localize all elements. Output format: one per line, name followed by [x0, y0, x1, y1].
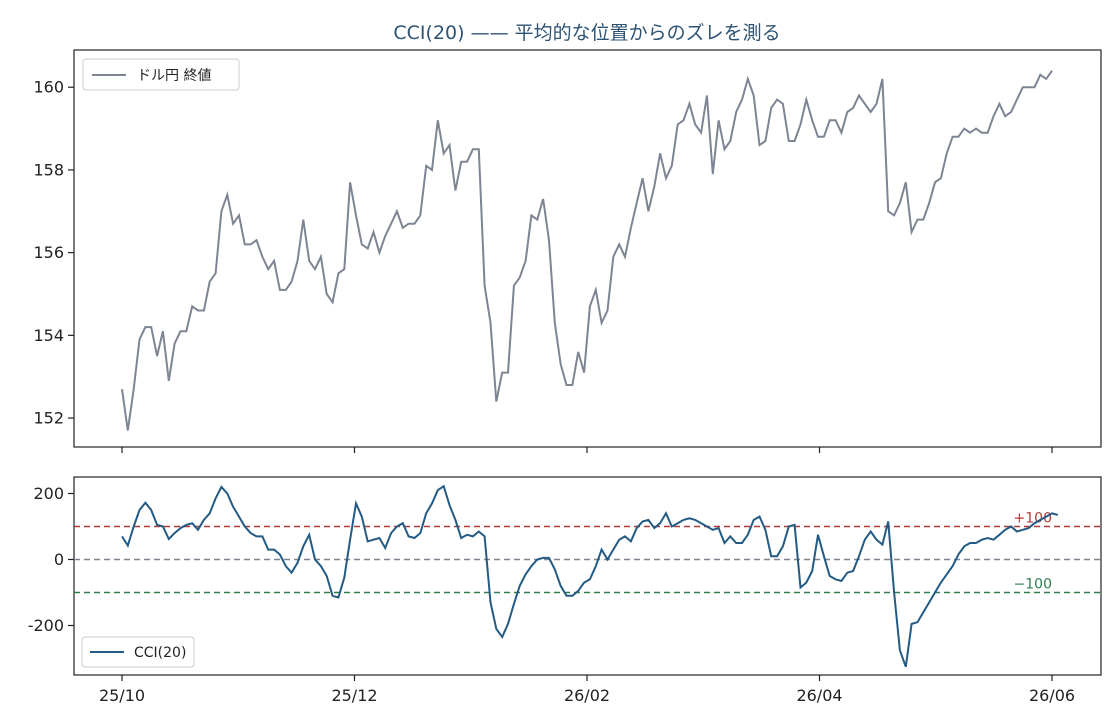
price-legend-box [82, 58, 240, 91]
price-legend-label: ドル円 終値 [137, 68, 211, 84]
price-y-tick-label: 154 [33, 326, 64, 345]
cci-y-axis: 200 0 -200 [28, 484, 74, 635]
cci-reference-lines: +100 −100 [74, 511, 1101, 594]
cci-x-tick-label: 26/04 [796, 686, 842, 705]
cci-panel: +100 −100 200 0 -200 25/10 25/12 26/02 26/04 26… [28, 476, 1102, 705]
price-y-axis: 152 154 156 158 160 [33, 78, 74, 428]
cci-reference-label: −100 [1014, 577, 1052, 593]
price-y-tick-label: 156 [33, 243, 64, 262]
cci-legend: CCI(20) [81, 636, 195, 668]
cci-plot-frame [73, 476, 1102, 676]
cci-y-tick-label: -200 [28, 616, 64, 635]
cci-x-tick-label: 25/12 [331, 686, 377, 705]
price-y-tick-label: 158 [33, 160, 64, 179]
price-panel: 152 154 156 158 160 ドル円 終値 [33, 49, 1102, 453]
price-y-tick-label: 160 [33, 78, 64, 97]
cci-legend-label: CCI(20) [134, 645, 186, 661]
price-series-line [121, 70, 1053, 431]
price-x-axis [121, 447, 1053, 453]
cci-x-axis: 25/10 25/12 26/02 26/04 26/06 [99, 675, 1075, 705]
cci-y-tick-label: 0 [54, 550, 64, 569]
cci-reference-label: +100 [1014, 511, 1052, 527]
chart-title: CCI(20) —— 平均的な位置からのズレを測る [393, 22, 780, 44]
cci-series-line [121, 484, 1059, 668]
cci-y-tick-label: 200 [33, 484, 64, 503]
price-plot-frame [73, 49, 1102, 448]
cci-x-tick-label: 26/02 [564, 686, 610, 705]
cci-x-tick-label: 25/10 [99, 686, 145, 705]
price-legend: ドル円 終値 [82, 58, 240, 91]
cci-legend-box [81, 636, 195, 668]
price-y-tick-label: 152 [33, 409, 64, 428]
cci-x-tick-label: 26/06 [1029, 686, 1075, 705]
